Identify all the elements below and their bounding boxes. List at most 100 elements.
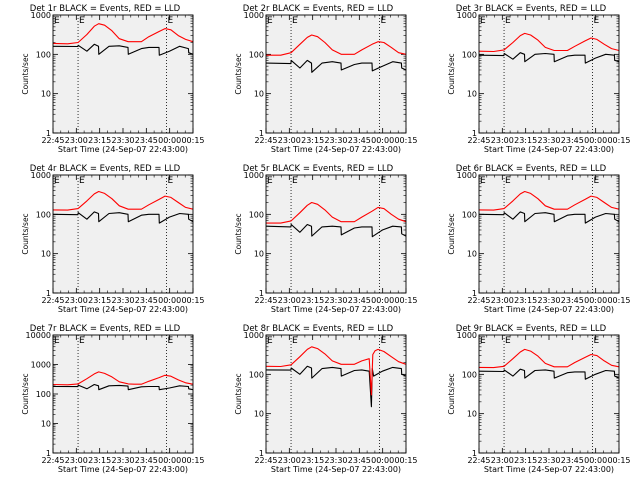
y-tick-label: 1: [259, 449, 264, 458]
plot-frame: [478, 334, 620, 454]
y-axis-label: Counts/sec: [447, 53, 456, 94]
x-tick-label: 00:00: [584, 296, 607, 305]
marker-label: E: [380, 336, 386, 346]
marker-label: E: [54, 336, 60, 346]
panel-det-9: Det 9r BLACK = Events, RED = LLD 1 10 100 10…: [447, 324, 631, 474]
y-tick-label: 100: [36, 210, 51, 219]
panel-title: Det 7r BLACK = Events, RED = LLD: [30, 324, 181, 334]
plot-frame: [265, 334, 407, 454]
y-axis-label: Counts/sec: [21, 53, 30, 94]
y-tick-label: 100: [462, 370, 477, 379]
plot-frame: [478, 14, 620, 134]
plot-frame: [52, 334, 194, 454]
x-tick-label: 23:00: [491, 296, 514, 305]
plot-area: [479, 335, 619, 453]
x-tick-label: 23:00: [278, 456, 301, 465]
y-axis-label: Counts/sec: [447, 373, 456, 414]
y-tick-label: 100: [249, 370, 264, 379]
x-tick-label: 00:00: [371, 456, 394, 465]
series-line-lld: [52, 190, 194, 211]
marker-label: E: [79, 16, 85, 26]
y-tick-label: 10: [254, 250, 264, 259]
x-tick-label: 00:00: [584, 136, 607, 145]
y-tick-label: 1: [46, 449, 51, 458]
y-tick-label: 1000: [457, 171, 477, 180]
marker-label: E: [380, 176, 386, 186]
x-tick-label: 00:15: [394, 136, 417, 145]
plot-area: [479, 175, 619, 293]
x-tick-label: 23:30: [537, 456, 560, 465]
x-tick-label: 00:15: [607, 456, 630, 465]
x-tick-label: 00:00: [584, 456, 607, 465]
y-tick-label: 1000: [457, 331, 477, 340]
x-axis-label: Start Time (24-Sep-07 22:43:00): [271, 465, 401, 474]
x-tick-label: 23:30: [324, 296, 347, 305]
x-tick-label: 23:30: [537, 136, 560, 145]
x-axis-label: Start Time (24-Sep-07 22:43:00): [271, 305, 401, 314]
y-tick-label: 1000: [244, 171, 264, 180]
x-axis-label: Start Time (24-Sep-07 22:43:00): [484, 465, 614, 474]
x-tick-label: 23:00: [278, 136, 301, 145]
x-tick-label: 00:15: [394, 456, 417, 465]
marker-label: E: [167, 176, 173, 186]
x-axis-label: Start Time (24-Sep-07 22:43:00): [58, 145, 188, 154]
x-axis-label: Start Time (24-Sep-07 22:43:00): [58, 465, 188, 474]
series-line-events: [52, 43, 194, 56]
x-tick-label: 00:15: [607, 296, 630, 305]
marker-label: E: [79, 336, 85, 346]
x-tick-label: 23:15: [88, 296, 111, 305]
y-tick-label: 1: [259, 289, 264, 298]
series-line-lld: [266, 34, 407, 56]
x-tick-label: 00:00: [371, 136, 394, 145]
panel-det-4: Det 4r BLACK = Events, RED = LLD 1 10 100 10…: [21, 164, 205, 314]
y-tick-label: 10: [41, 420, 51, 429]
panel-title: Det 4r BLACK = Events, RED = LLD: [30, 164, 181, 174]
x-tick-label: 22:45: [41, 296, 64, 305]
x-tick-label: 23:45: [348, 136, 371, 145]
x-tick-label: 23:45: [561, 136, 584, 145]
marker-label: E: [480, 176, 486, 186]
x-tick-label: 23:45: [135, 136, 158, 145]
x-tick-label: 23:30: [324, 456, 347, 465]
y-tick-label: 1: [472, 449, 477, 458]
x-axis-label: Start Time (24-Sep-07 22:43:00): [58, 305, 188, 314]
marker-label: E: [79, 176, 85, 186]
y-tick-label: 100: [249, 50, 264, 59]
panel-det-1: Det 1r BLACK = Events, RED = LLD 1 10 100 10…: [21, 4, 205, 154]
series-line-events: [265, 223, 407, 238]
x-tick-label: 22:45: [467, 136, 490, 145]
x-tick-label: 00:00: [371, 296, 394, 305]
x-axis-label: Start Time (24-Sep-07 22:43:00): [484, 145, 614, 154]
y-tick-label: 1: [259, 129, 264, 138]
plot-frame: [265, 14, 407, 134]
y-tick-label: 1: [472, 289, 477, 298]
marker-label: E: [167, 16, 173, 26]
series-line-events: [52, 211, 194, 224]
y-tick-label: 10: [467, 250, 477, 259]
x-tick-label: 00:00: [158, 136, 181, 145]
y-tick-label: 1000: [31, 11, 51, 20]
y-tick-label: 10000: [26, 331, 51, 340]
series-line-lld: [52, 371, 194, 386]
x-tick-label: 23:45: [348, 296, 371, 305]
marker-label: E: [267, 176, 273, 186]
marker-label: E: [593, 16, 599, 26]
x-tick-label: 23:00: [65, 456, 88, 465]
panel-det-8: Det 8r BLACK = Events, RED = LLD 1 10 100 10…: [234, 324, 418, 474]
y-tick-label: 100: [462, 50, 477, 59]
series-line-lld: [478, 348, 620, 369]
x-tick-label: 23:30: [537, 296, 560, 305]
y-axis-label: Counts/sec: [234, 213, 243, 254]
x-tick-label: 22:45: [254, 296, 277, 305]
x-tick-label: 00:15: [181, 136, 204, 145]
marker-label: E: [505, 16, 511, 26]
plot-frame: [478, 174, 620, 294]
x-tick-label: 23:15: [301, 296, 324, 305]
marker-label: E: [593, 176, 599, 186]
x-tick-label: 23:15: [88, 136, 111, 145]
plot-frame: [52, 14, 194, 134]
marker-label: E: [54, 176, 60, 186]
y-tick-label: 10: [467, 90, 477, 99]
x-tick-label: 00:00: [158, 456, 181, 465]
panel-title: Det 8r BLACK = Events, RED = LLD: [243, 324, 394, 334]
